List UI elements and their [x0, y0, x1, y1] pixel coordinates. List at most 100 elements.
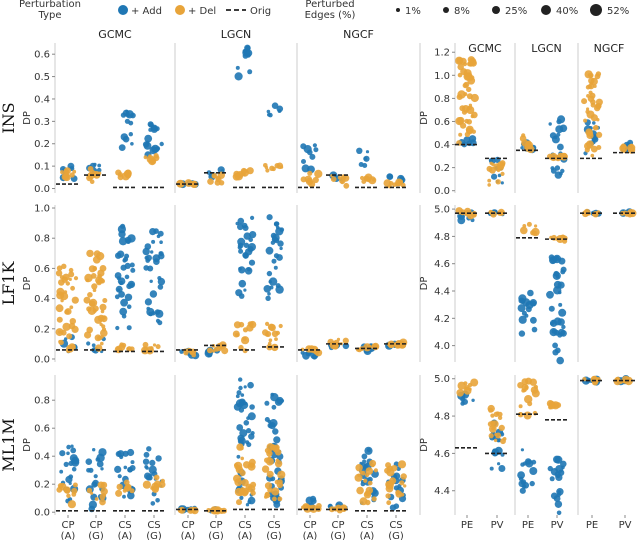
- del-point: [364, 472, 370, 478]
- del-point: [89, 298, 98, 307]
- add-point: [144, 472, 151, 480]
- del-point: [261, 465, 270, 473]
- y-tick-label: 5.0: [434, 374, 450, 385]
- add-point: [120, 298, 128, 307]
- del-point: [151, 485, 159, 493]
- del-point: [588, 77, 595, 85]
- add-point: [116, 250, 125, 258]
- del-point: [86, 487, 93, 494]
- add-point: [96, 460, 104, 468]
- del-point: [522, 388, 527, 393]
- add-point: [143, 142, 152, 150]
- del-point: [56, 265, 63, 272]
- del-point: [488, 433, 494, 439]
- x-tick-label: PE: [461, 520, 473, 531]
- x-tick-label: CP: [209, 520, 222, 531]
- add-point: [238, 248, 244, 254]
- del-point: [129, 346, 135, 352]
- x-tick-label: (G): [88, 531, 104, 540]
- del-point: [584, 142, 592, 150]
- add-point: [365, 150, 370, 154]
- del-point: [62, 173, 71, 182]
- add-point: [157, 284, 164, 290]
- add-point: [70, 444, 74, 448]
- add-point: [118, 237, 128, 246]
- add-point: [550, 492, 558, 500]
- add-point: [277, 109, 282, 113]
- add-point: [155, 455, 162, 462]
- add-point: [114, 465, 122, 473]
- del-point: [584, 70, 593, 79]
- add-point: [118, 144, 126, 152]
- del-point: [596, 145, 602, 150]
- add-point: [245, 440, 250, 445]
- add-point: [86, 468, 91, 473]
- del-point: [264, 457, 270, 463]
- add-point: [149, 459, 156, 466]
- del-point: [456, 94, 463, 100]
- del-point: [502, 437, 507, 441]
- add-point: [149, 290, 158, 298]
- add-point: [527, 289, 534, 297]
- del-point: [239, 469, 246, 477]
- del-point: [271, 487, 280, 496]
- del-point: [581, 98, 588, 105]
- del-point: [248, 485, 253, 490]
- column-title-left: GCMC: [98, 28, 132, 41]
- del-point: [121, 172, 130, 181]
- legend-size-label: 25%: [505, 6, 527, 17]
- add-point: [149, 279, 153, 283]
- del-point: [307, 179, 312, 184]
- del-point: [593, 84, 597, 88]
- x-tick-label: (G): [266, 531, 282, 540]
- legend-size-label: 40%: [556, 6, 578, 17]
- del-point: [129, 488, 135, 494]
- add-point: [265, 246, 274, 255]
- add-point: [68, 481, 72, 485]
- add-point: [519, 487, 526, 494]
- del-point: [238, 344, 244, 351]
- del-point: [153, 153, 159, 159]
- add-point: [521, 310, 527, 316]
- add-point: [238, 279, 247, 288]
- x-tick-label: (A): [118, 531, 133, 540]
- legend-del-label: + Del: [188, 6, 216, 17]
- del-point: [457, 116, 465, 125]
- add-point: [155, 498, 160, 503]
- del-point: [490, 413, 495, 418]
- add-point: [236, 424, 244, 431]
- del-point: [384, 467, 391, 474]
- del-point: [521, 378, 529, 385]
- add-point: [129, 282, 134, 288]
- x-tick-label: CP: [181, 520, 194, 531]
- plots: GCMC GCMC LGCN LGCN NGCF NGCF INS 0.0 0.1 0.2 0.3 0…: [0, 28, 637, 540]
- del-point: [155, 344, 161, 350]
- add-point: [247, 381, 254, 389]
- add-point: [556, 488, 564, 496]
- del-point: [100, 309, 105, 314]
- add-point: [127, 448, 135, 457]
- row-label: INS: [0, 102, 18, 133]
- del-point: [63, 486, 71, 494]
- add-point: [518, 330, 526, 337]
- add-point: [66, 444, 71, 450]
- del-point: [141, 346, 149, 355]
- del-point: [246, 167, 254, 175]
- add-point: [309, 153, 316, 160]
- add-point: [307, 149, 313, 156]
- del-point: [266, 470, 274, 478]
- del-point: [368, 176, 377, 185]
- add-point: [273, 265, 278, 270]
- del-point: [488, 166, 496, 174]
- del-point: [123, 479, 130, 486]
- add-point: [157, 276, 162, 281]
- add-point: [462, 398, 468, 405]
- add-point: [238, 377, 243, 382]
- y-tick-label: 0.3: [34, 117, 50, 128]
- y-axis-label: DP: [419, 277, 430, 291]
- add-point: [143, 265, 149, 271]
- del-point: [531, 227, 540, 237]
- add-point: [264, 400, 270, 406]
- add-point: [522, 482, 530, 489]
- add-point: [246, 416, 251, 420]
